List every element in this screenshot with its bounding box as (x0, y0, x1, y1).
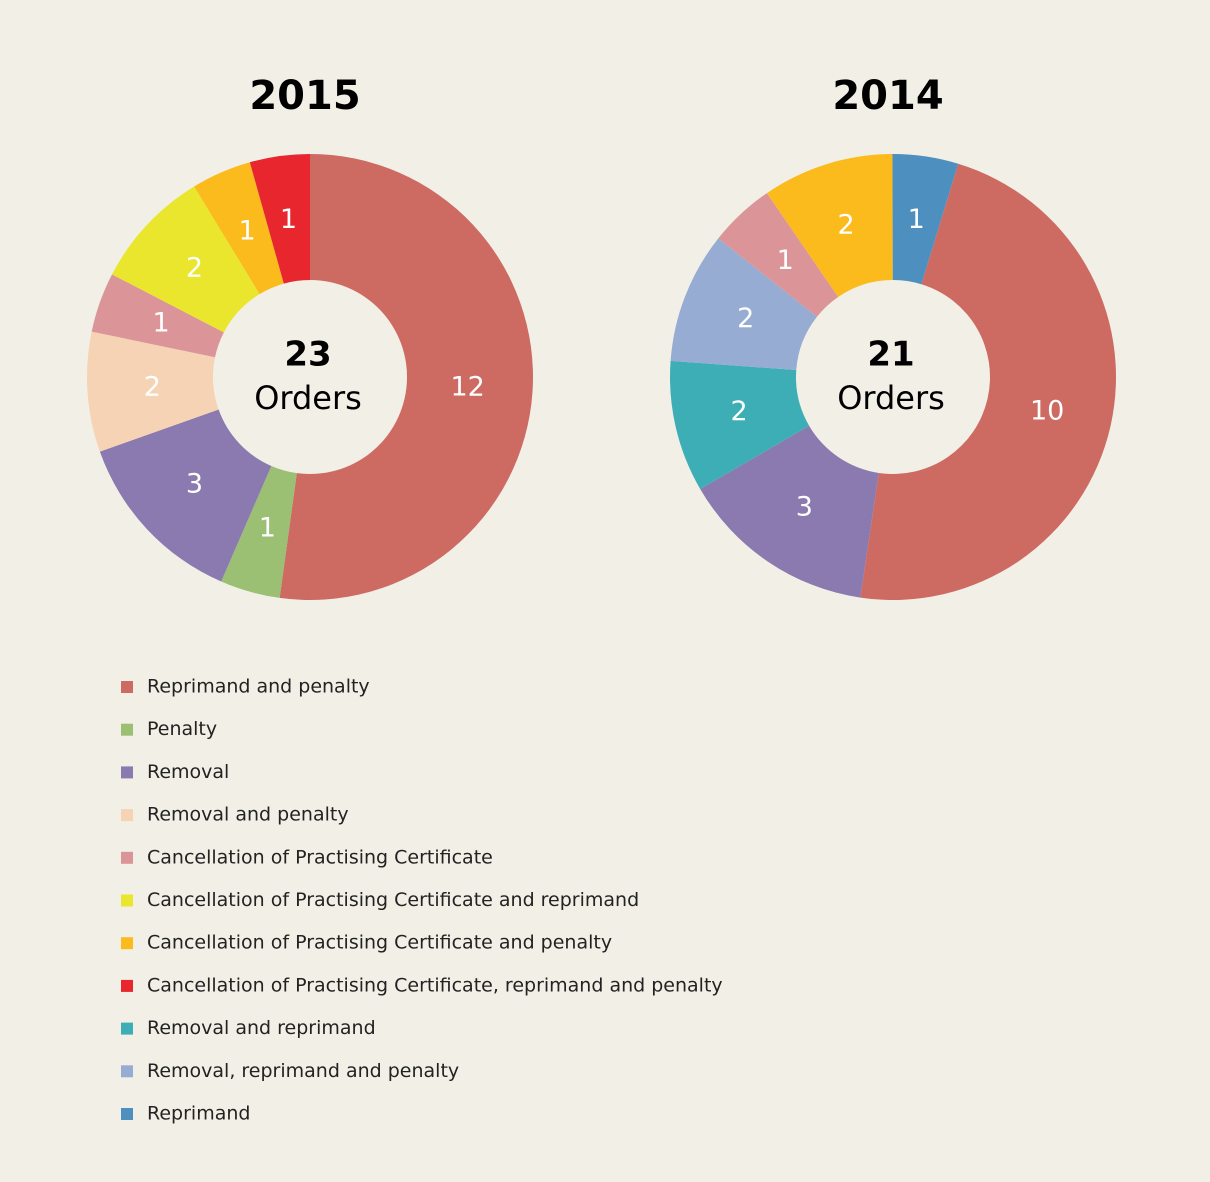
slice-label: 1 (153, 308, 170, 339)
center-total: 21 (867, 335, 914, 375)
chart-title: 2014 (832, 73, 943, 119)
slice (892, 154, 959, 285)
slice (221, 465, 297, 598)
slice (279, 154, 533, 600)
legend-label: Cancellation of Practising Certificate (147, 846, 493, 868)
slice-label: 1 (238, 216, 255, 247)
legend-swatch (121, 681, 133, 693)
legend-swatch (121, 937, 133, 950)
center-label: Orders (837, 379, 945, 417)
slice-label: 1 (259, 513, 276, 544)
legend-label: Reprimand (147, 1103, 250, 1125)
slice (99, 409, 272, 582)
legend-swatch (121, 766, 133, 779)
slice-label: 1 (280, 204, 297, 235)
legend-label: Reprimand and penalty (147, 676, 370, 698)
slice (112, 186, 260, 333)
center-label: Orders (254, 379, 362, 417)
slice-label: 2 (186, 253, 203, 284)
slice (91, 274, 224, 358)
legend-label: Cancellation of Practising Certificate, … (147, 974, 723, 996)
legend-swatch (121, 1022, 133, 1035)
legend-label: Cancellation of Practising Certificate a… (147, 932, 612, 954)
slice (194, 162, 284, 295)
slice-label: 1 (908, 204, 925, 235)
slice-label: 3 (186, 468, 203, 499)
legend-label: Removal and penalty (147, 804, 349, 826)
slice (249, 154, 310, 284)
slice-label: 12 (450, 371, 484, 402)
legend-swatch (121, 1108, 133, 1120)
center-total: 23 (284, 335, 331, 375)
legend-swatch (121, 723, 133, 736)
slice-label: 3 (796, 491, 813, 522)
slice-label: 2 (837, 210, 854, 241)
legend-swatch (121, 1065, 133, 1078)
slice (670, 360, 810, 489)
legend-label: Penalty (147, 718, 217, 740)
slice (700, 425, 879, 598)
legend-label: Removal and reprimand (147, 1017, 376, 1039)
slice-label: 1 (777, 245, 794, 276)
slice (860, 163, 1117, 601)
slice (718, 193, 839, 317)
slice-label: 2 (737, 303, 754, 334)
slice (766, 154, 893, 297)
slice (87, 331, 219, 452)
chart-title: 2015 (249, 73, 360, 119)
legend-swatch (121, 894, 133, 907)
slice-label: 2 (144, 371, 161, 402)
legend-label: Removal, reprimand and penalty (147, 1060, 459, 1082)
legend-swatch (121, 809, 133, 822)
legend-swatch (121, 851, 133, 864)
legend-swatch (121, 979, 133, 992)
legend-label: Removal (147, 761, 229, 783)
slice (670, 238, 818, 370)
legend-label: Cancellation of Practising Certificate a… (147, 889, 639, 911)
slice-label: 10 (1030, 395, 1064, 426)
slice-label: 2 (730, 396, 747, 427)
